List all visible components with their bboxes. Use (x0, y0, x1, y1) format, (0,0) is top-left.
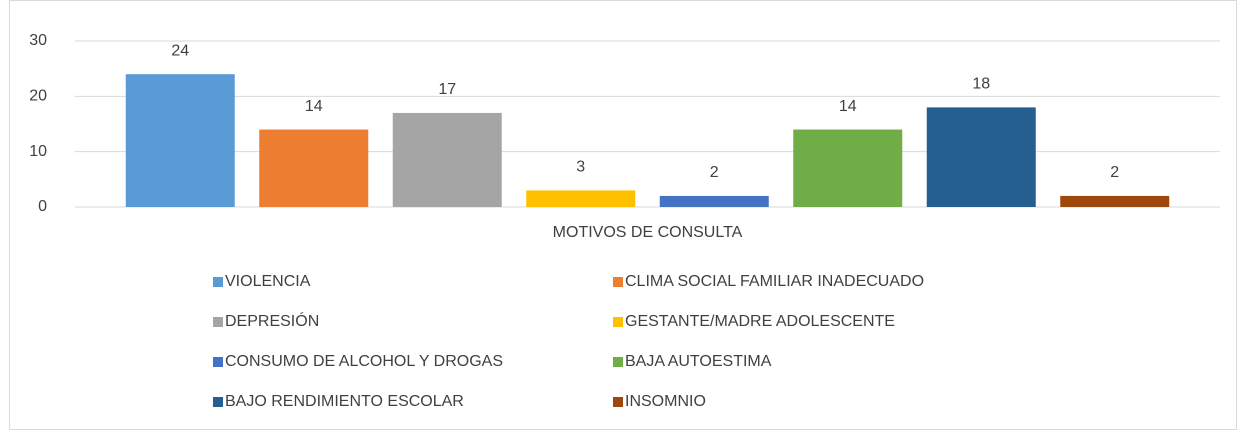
legend-label: BAJA AUTOESTIMA (625, 353, 772, 370)
y-tick-label: 0 (38, 198, 47, 215)
data-label: 14 (305, 98, 323, 115)
legend-swatch (613, 357, 623, 367)
legend-swatch (213, 357, 223, 367)
legend-label: DEPRESIÓN (225, 311, 319, 330)
bar (125, 74, 235, 207)
legend-swatch (213, 397, 223, 407)
legend-swatch (613, 277, 623, 287)
data-label: 3 (576, 159, 585, 176)
y-tick-label: 30 (29, 32, 47, 49)
bar (526, 190, 636, 207)
legend-swatch (613, 397, 623, 407)
legend-label: CONSUMO DE ALCOHOL Y DROGAS (225, 353, 503, 370)
data-label: 24 (171, 42, 189, 59)
y-tick-label: 10 (29, 143, 47, 160)
legend-swatch (613, 317, 623, 327)
legend-label: GESTANTE/MADRE ADOLESCENTE (625, 313, 895, 330)
bar (926, 107, 1036, 207)
data-label: 17 (438, 81, 456, 98)
data-label: 2 (710, 164, 719, 181)
data-label: 2 (1110, 164, 1119, 181)
data-label: 14 (839, 98, 857, 115)
y-tick-label: 20 (29, 88, 47, 105)
legend-swatch (213, 277, 223, 287)
legend-label: INSOMNIO (625, 393, 706, 410)
bar (1060, 195, 1170, 207)
legend-label: CLIMA SOCIAL FAMILIAR INADECUADO (625, 273, 924, 290)
legend-label: VIOLENCIA (225, 273, 311, 290)
data-label: 18 (972, 76, 990, 93)
bar (259, 129, 369, 207)
bar (793, 129, 903, 207)
bar (392, 112, 502, 207)
legend-label: BAJO RENDIMIENTO ESCOLAR (225, 393, 464, 410)
legend-swatch (213, 317, 223, 327)
x-tick-label: MOTIVOS DE CONSULTA (553, 224, 743, 241)
bar (659, 195, 769, 207)
